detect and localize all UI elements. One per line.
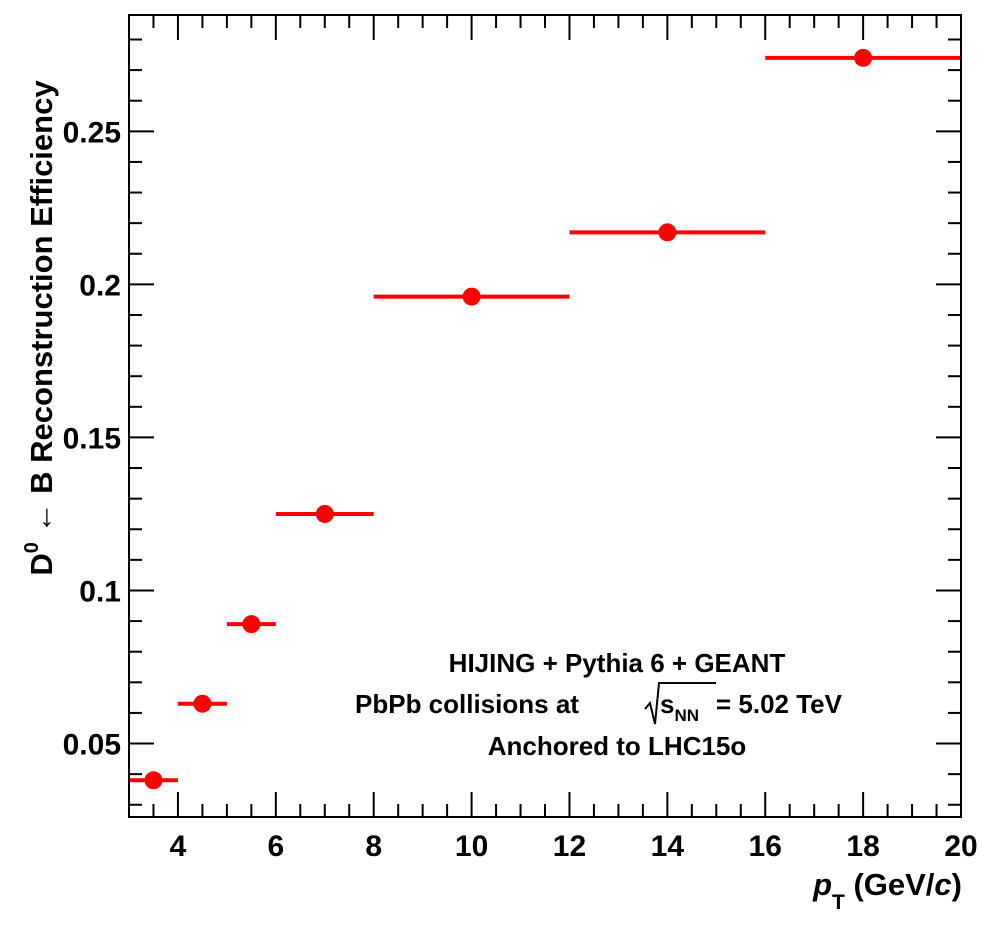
- y-tick-label: 0.05: [63, 729, 121, 762]
- y-tick-label: 0.25: [63, 116, 121, 149]
- x-tick-label: 8: [365, 830, 382, 863]
- x-axis-title-unit-var: c: [934, 867, 951, 902]
- x-axis-title-unit-close: ): [952, 867, 962, 902]
- data-point: [144, 771, 163, 790]
- x-tick-label: 16: [749, 830, 782, 863]
- data-series: [129, 48, 961, 790]
- annotation-line-2-suffix: = 5.02 TeV: [716, 689, 843, 719]
- data-point: [242, 615, 261, 634]
- x-tick-label: 18: [846, 830, 879, 863]
- x-tick-label: 10: [455, 830, 488, 863]
- y-axis-title-sup: 0: [21, 542, 43, 553]
- x-axis-title-unit-open: (GeV/: [845, 867, 935, 902]
- x-tick-label: 4: [170, 830, 187, 863]
- x-axis-title-var: p: [812, 867, 832, 902]
- plot-frame: [128, 14, 962, 818]
- y-tick-labels: 0.05 0.1 0.15 0.2 0.25: [63, 116, 121, 761]
- y-tick-label: 0.2: [79, 269, 121, 302]
- axis-ticks: [128, 15, 962, 817]
- data-point: [854, 48, 873, 67]
- y-axis-title-rest: ← B Reconstruction Efficiency: [24, 80, 59, 542]
- annotation-line-3: Anchored to LHC15o: [488, 731, 747, 761]
- data-point: [193, 694, 212, 713]
- x-tick-label: 12: [553, 830, 586, 863]
- x-tick-label: 6: [267, 830, 284, 863]
- sqrt-var: s: [660, 689, 674, 719]
- y-axis-title: D0 ← B Reconstruction Efficiency: [21, 80, 59, 576]
- annotation-line-2-prefix: PbPb collisions at: [355, 689, 579, 719]
- data-point: [462, 287, 481, 306]
- annotation-block: HIJING + Pythia 6 + GEANT PbPb collision…: [355, 648, 843, 761]
- annotation-line-1: HIJING + Pythia 6 + GEANT: [449, 648, 786, 678]
- sqrt-sub: NN: [674, 706, 699, 725]
- y-tick-label: 0.15: [63, 422, 121, 455]
- sqrt-sign: [644, 682, 716, 725]
- x-axis-title-sub: T: [832, 891, 845, 914]
- y-axis-title-d: D: [24, 553, 59, 575]
- data-point: [315, 504, 334, 523]
- y-tick-label: 0.1: [79, 575, 121, 608]
- x-tick-label: 14: [651, 830, 685, 863]
- data-point: [658, 223, 677, 242]
- x-axis-title: pT (GeV/c): [812, 867, 962, 914]
- x-tick-label: 20: [944, 830, 977, 863]
- annotation-line-2-sqrt: sNN: [660, 689, 699, 725]
- x-tick-labels: 4 6 8 10 12 14 16 18 20: [170, 830, 978, 863]
